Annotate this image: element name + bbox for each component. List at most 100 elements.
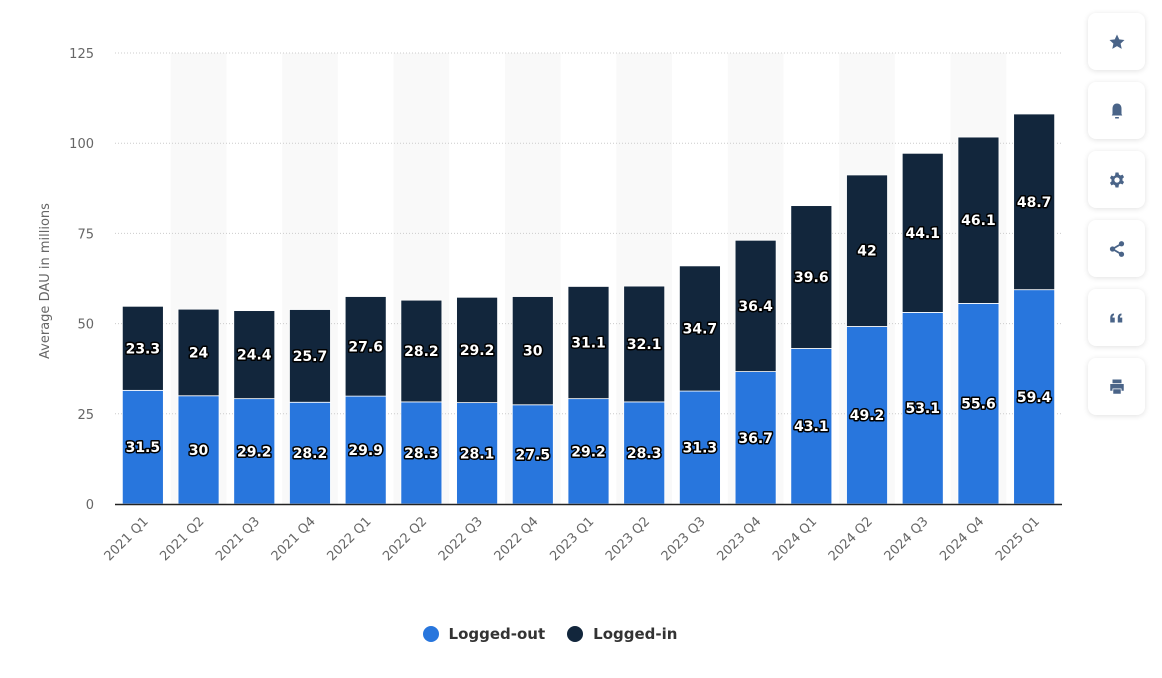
data-label: 31.1 [571, 336, 606, 352]
x-tick-label: 2025 Q1 [993, 514, 1043, 564]
bar-logged-in[interactable] [344, 296, 387, 397]
notification-button[interactable] [1088, 82, 1145, 139]
y-tick-label: 100 [69, 137, 94, 152]
legend-item-logged-out[interactable]: Logged-out [422, 625, 546, 643]
data-label: 39.6 [794, 270, 829, 286]
data-label: 53.1 [905, 401, 940, 417]
gear-icon [1109, 172, 1124, 187]
data-label: 29.2 [237, 444, 272, 460]
x-tick-label: 2023 Q3 [659, 514, 709, 564]
legend-item-logged-in[interactable]: Logged-in [567, 625, 677, 643]
bar-logged-in[interactable] [846, 174, 888, 327]
y-tick-label: 50 [77, 318, 94, 333]
x-tick-label: 2021 Q1 [102, 514, 152, 564]
data-label: 30 [523, 344, 543, 360]
data-label: 28.3 [627, 446, 662, 462]
data-label: 29.2 [571, 444, 606, 460]
data-label: 28.3 [404, 446, 439, 462]
bar-logged-out[interactable] [623, 401, 666, 505]
bar-logged-in[interactable] [511, 296, 554, 406]
share-icon [1109, 240, 1124, 257]
bar-logged-in[interactable] [623, 285, 666, 403]
legend-marker-icon [567, 626, 584, 642]
print-button[interactable] [1088, 358, 1145, 415]
data-label: 59.4 [1017, 390, 1052, 406]
x-tick-label: 2022 Q1 [324, 514, 374, 564]
data-label: 29.2 [460, 343, 495, 359]
favorite-button[interactable] [1088, 13, 1145, 70]
bar-logged-out[interactable] [456, 402, 498, 505]
data-label: 29.9 [348, 443, 383, 459]
y-tick-label: 75 [77, 227, 94, 242]
data-label: 27.6 [348, 339, 383, 355]
x-tick-label: 2021 Q2 [157, 514, 207, 564]
data-label: 34.7 [683, 321, 718, 337]
print-icon [1109, 379, 1124, 394]
bar-logged-out[interactable] [289, 401, 331, 505]
bar-logged-in[interactable] [233, 310, 276, 400]
bar-logged-in[interactable] [901, 152, 944, 313]
data-label: 32.1 [627, 337, 662, 353]
x-tick-label: 2023 Q4 [714, 514, 764, 564]
data-label: 30 [189, 443, 209, 459]
bar-logged-in[interactable] [957, 136, 1000, 304]
x-tick-label: 2023 Q1 [547, 514, 597, 564]
bar-logged-in[interactable] [734, 239, 777, 372]
cite-button[interactable] [1088, 289, 1145, 346]
data-label: 36.7 [738, 431, 773, 447]
bar-logged-out[interactable] [734, 371, 777, 505]
bar-logged-in[interactable] [790, 205, 833, 349]
data-label: 42 [857, 244, 876, 260]
y-tick-label: 125 [69, 47, 94, 62]
x-tick-label: 2021 Q3 [213, 514, 263, 564]
data-label: 28.2 [293, 446, 328, 462]
bar-logged-in[interactable] [567, 286, 610, 400]
bar-logged-in[interactable] [177, 308, 220, 397]
data-label: 49.2 [850, 408, 885, 424]
bar-logged-out[interactable] [957, 302, 1000, 505]
data-label: 36.4 [738, 299, 773, 315]
share-button[interactable] [1088, 220, 1145, 277]
data-label: 25.7 [293, 349, 328, 365]
y-tick-label: 25 [77, 408, 94, 423]
bar-logged-in[interactable] [121, 305, 164, 391]
bar-logged-out[interactable] [901, 312, 944, 505]
y-tick-label: 0 [86, 498, 94, 513]
stacked-bar-chart: 0 25 50 75 100 125 31.5 23.3 30 24 29.2 24.4 28.2 25… [38, 47, 1062, 564]
x-tick-label: 2021 Q4 [269, 514, 319, 564]
bar-logged-in[interactable] [400, 299, 443, 403]
data-label: 31.3 [683, 441, 718, 457]
x-tick-label: 2024 Q1 [770, 514, 820, 564]
bar-logged-out[interactable] [400, 401, 443, 505]
bar-logged-out[interactable] [121, 389, 164, 505]
data-label: 55.6 [961, 397, 996, 413]
legend-label: Logged-out [448, 625, 546, 643]
bar-logged-out[interactable] [567, 398, 610, 505]
data-label: 23.3 [126, 341, 161, 357]
x-tick-label: 2022 Q3 [436, 514, 486, 564]
bar-logged-in[interactable] [456, 296, 498, 404]
bar-logged-out[interactable] [511, 404, 554, 505]
y-axis-title: Average DAU in millions [38, 203, 53, 359]
data-label: 44.1 [905, 226, 940, 242]
bar-logged-out[interactable] [679, 390, 721, 505]
sidebar-toolbar [1088, 13, 1145, 415]
bar-logged-out[interactable] [177, 395, 220, 505]
bar-logged-in[interactable] [1013, 113, 1056, 291]
data-label: 31.5 [126, 440, 161, 456]
legend-marker-icon [422, 626, 439, 642]
x-tick-label: 2022 Q2 [380, 514, 430, 564]
bar-logged-in[interactable] [679, 265, 721, 392]
data-label: 28.1 [460, 446, 495, 462]
bar-logged-in[interactable] [289, 309, 331, 403]
x-tick-label: 2022 Q4 [492, 514, 542, 564]
quote-icon [1109, 313, 1122, 322]
legend: Logged-out Logged-in [0, 625, 1100, 643]
x-tick-label: 2024 Q3 [882, 514, 932, 564]
data-label: 27.5 [516, 447, 551, 463]
settings-button[interactable] [1088, 151, 1145, 208]
data-label: 46.1 [961, 213, 996, 229]
x-tick-label: 2024 Q4 [937, 514, 987, 564]
x-tick-label: 2023 Q2 [603, 514, 653, 564]
star-icon [1109, 34, 1124, 49]
